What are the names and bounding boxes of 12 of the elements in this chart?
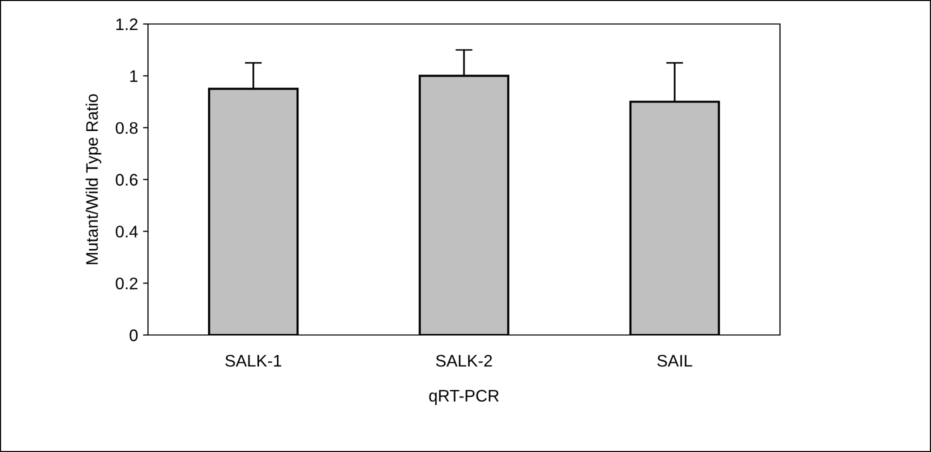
y-tick-label: 0.4: [116, 226, 138, 238]
x-axis-title: qRT-PCR: [429, 390, 499, 405]
x-tick-label: SAIL: [657, 354, 692, 367]
y-tick-label: 0.6: [116, 174, 138, 186]
y-tick-label: 1.2: [116, 18, 138, 30]
y-tick-label: 0.8: [116, 122, 138, 134]
y-tick-label: 0.2: [116, 278, 138, 290]
x-tick-label: SALK-2: [436, 354, 492, 367]
x-tick-label: SALK-1: [225, 354, 282, 367]
y-tick-label: 1: [130, 70, 138, 82]
y-tick-label: 0: [130, 329, 138, 342]
y-axis-title: Mutant/Wild Type Ratio: [86, 94, 102, 264]
